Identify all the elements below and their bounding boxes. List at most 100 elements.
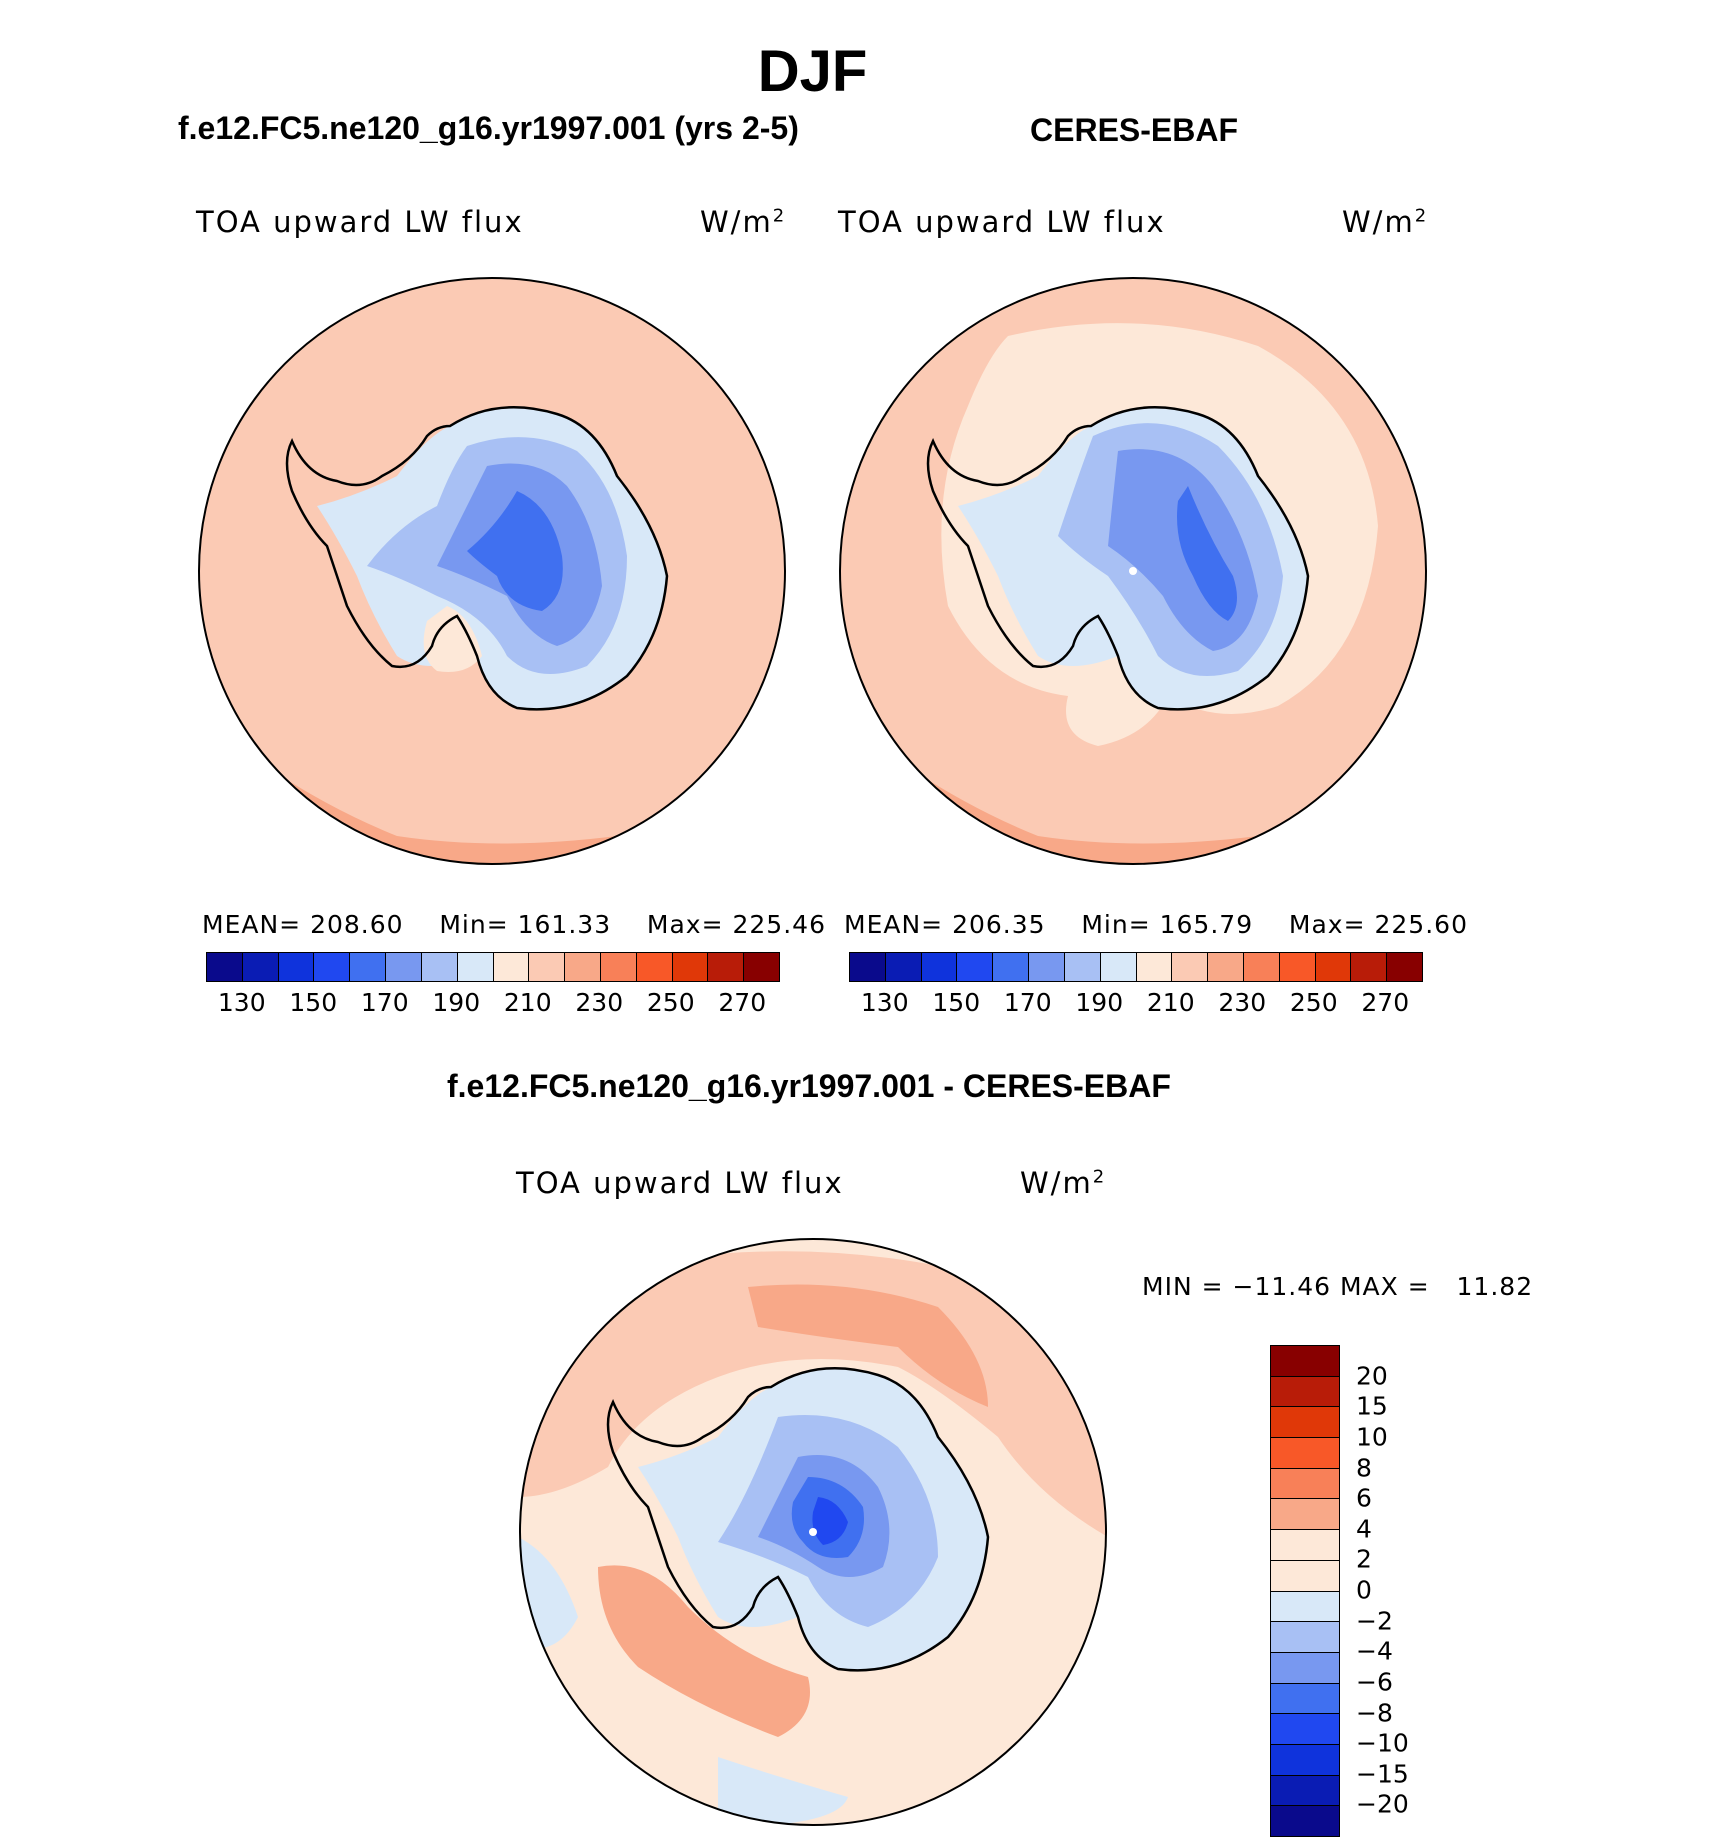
colorbar-swatch [957,953,994,981]
colorbar-swatch [1315,953,1352,981]
colorbar-swatch [493,953,530,981]
colorbar-tick-label: 6 [1356,1483,1372,1513]
colorbar-swatch [993,953,1030,981]
colorbar-swatch [350,953,387,981]
colorbar-swatch [1387,953,1422,981]
panel1-max-value: 225.46 [732,910,826,939]
colorbar-tick-label: 250 [1289,988,1338,1017]
right-panel-title: CERES-EBAF [1030,112,1239,148]
panel2-units-label: W/m2 [1342,205,1429,239]
colorbar-swatch [1271,1683,1339,1715]
panel2-mean-value: 206.35 [952,910,1046,939]
colorbar-tick-label: 8 [1356,1453,1372,1482]
panel1-units-label: W/m2 [700,205,787,239]
colorbar-tick-label: 130 [217,988,266,1017]
colorbar-swatch [1271,1775,1339,1807]
colorbar-swatch [1271,1530,1339,1561]
panel2-polar-map [839,277,1427,865]
panel3-polar-map [519,1238,1107,1826]
colorbar-tick-label: 4 [1356,1514,1372,1544]
colorbar-swatch [1271,1560,1339,1592]
colorbar-tick-label: −6 [1356,1667,1393,1697]
colorbar-swatch [636,953,673,981]
colorbar-swatch [1271,1468,1339,1500]
panel3-stats: MIN = −11.46 MAX = 11.82 [1142,1272,1534,1301]
colorbar-swatch [1029,953,1065,981]
colorbar-tick-label: −20 [1356,1789,1409,1819]
colorbar-tick-label: 170 [360,988,409,1017]
colorbar-swatch [672,953,709,981]
colorbar-tick-label: 150 [289,988,338,1017]
panel1-colorbar-ticks: 130 150 170 190 210 230 250 270 [206,988,778,1018]
colorbar-swatch [744,953,779,981]
panel3-max-value: 11.82 [1456,1272,1534,1301]
colorbar-swatch [1271,1806,1339,1836]
colorbar-swatch [386,953,422,981]
panel2-max-value: 225.60 [1374,910,1468,939]
colorbar-swatch [1271,1346,1339,1377]
colorbar-tick-label: 210 [1146,988,1195,1017]
colorbar-swatch [885,953,922,981]
panel2-variable-label: TOA upward LW flux [838,205,1166,239]
colorbar-tick-label: 230 [1218,988,1267,1017]
colorbar-swatch [314,953,351,981]
panel1-min-value: 161.33 [517,910,612,939]
colorbar-tick-label: 150 [932,988,981,1017]
colorbar-tick-label: 190 [432,988,481,1017]
panel2-min-value: 165.79 [1159,910,1254,939]
panel1-stats: MEAN= 208.60 Min= 161.33 Max= 225.46 [202,910,826,939]
colorbar-swatch [1271,1438,1339,1469]
colorbar-swatch [1243,953,1280,981]
colorbar-swatch [1100,953,1137,981]
colorbar-tick-label: 250 [646,988,695,1017]
colorbar-tick-label: 270 [718,988,767,1017]
colorbar-tick-label: 230 [575,988,624,1017]
colorbar-tick-label: 0 [1356,1575,1372,1605]
colorbar-swatch [529,953,566,981]
colorbar-tick-label: 10 [1356,1422,1388,1452]
colorbar-swatch [921,953,958,981]
colorbar-tick-label: 190 [1075,988,1124,1017]
colorbar-tick-label: −8 [1356,1698,1393,1727]
panel2-colorbar [849,952,1423,982]
colorbar-tick-label: 2 [1356,1544,1372,1574]
colorbar-swatch [708,953,745,981]
colorbar-swatch [1271,1591,1339,1623]
colorbar-swatch [1271,1714,1339,1745]
colorbar-swatch [1351,953,1388,981]
colorbar-tick-label: −4 [1356,1636,1393,1666]
colorbar-swatch [278,953,315,981]
colorbar-tick-label: 210 [503,988,552,1017]
panel1-mean-value: 208.60 [310,910,404,939]
colorbar-tick-label: 130 [860,988,909,1017]
panel3-variable-label: TOA upward LW flux [516,1166,844,1200]
colorbar-tick-label: −10 [1356,1728,1409,1758]
panel2-colorbar-ticks: 130 150 170 190 210 230 250 270 [849,988,1421,1018]
colorbar-swatch [1172,953,1209,981]
colorbar-swatch [1271,1622,1339,1653]
colorbar-swatch [1271,1376,1339,1408]
colorbar-swatch [421,953,458,981]
figure-title: DJF [757,39,868,104]
panel1-variable-label: TOA upward LW flux [196,205,524,239]
panel3-colorbar [1270,1345,1340,1837]
colorbar-tick-label: 15 [1356,1391,1388,1421]
colorbar-swatch [242,953,279,981]
left-panel-title: f.e12.FC5.ne120_g16.yr1997.001 (yrs 2-5) [178,110,799,146]
colorbar-tick-label: 270 [1361,988,1410,1017]
panel3-min-value: −11.46 [1232,1272,1332,1301]
panel1-colorbar [206,952,780,982]
colorbar-swatch [1271,1652,1339,1684]
panel1-polar-map [198,277,786,865]
colorbar-swatch [1271,1499,1339,1531]
colorbar-tick-label: 20 [1356,1361,1388,1391]
colorbar-tick-label: 170 [1003,988,1052,1017]
colorbar-swatch [1208,953,1244,981]
colorbar-swatch [1271,1744,1339,1776]
colorbar-swatch [850,953,886,981]
diff-panel-title: f.e12.FC5.ne120_g16.yr1997.001 - CERES-E… [447,1068,1171,1104]
colorbar-swatch [1271,1407,1339,1439]
panel2-stats: MEAN= 206.35 Min= 165.79 Max= 225.60 [844,910,1468,939]
colorbar-swatch [1064,953,1101,981]
colorbar-swatch [207,953,243,981]
